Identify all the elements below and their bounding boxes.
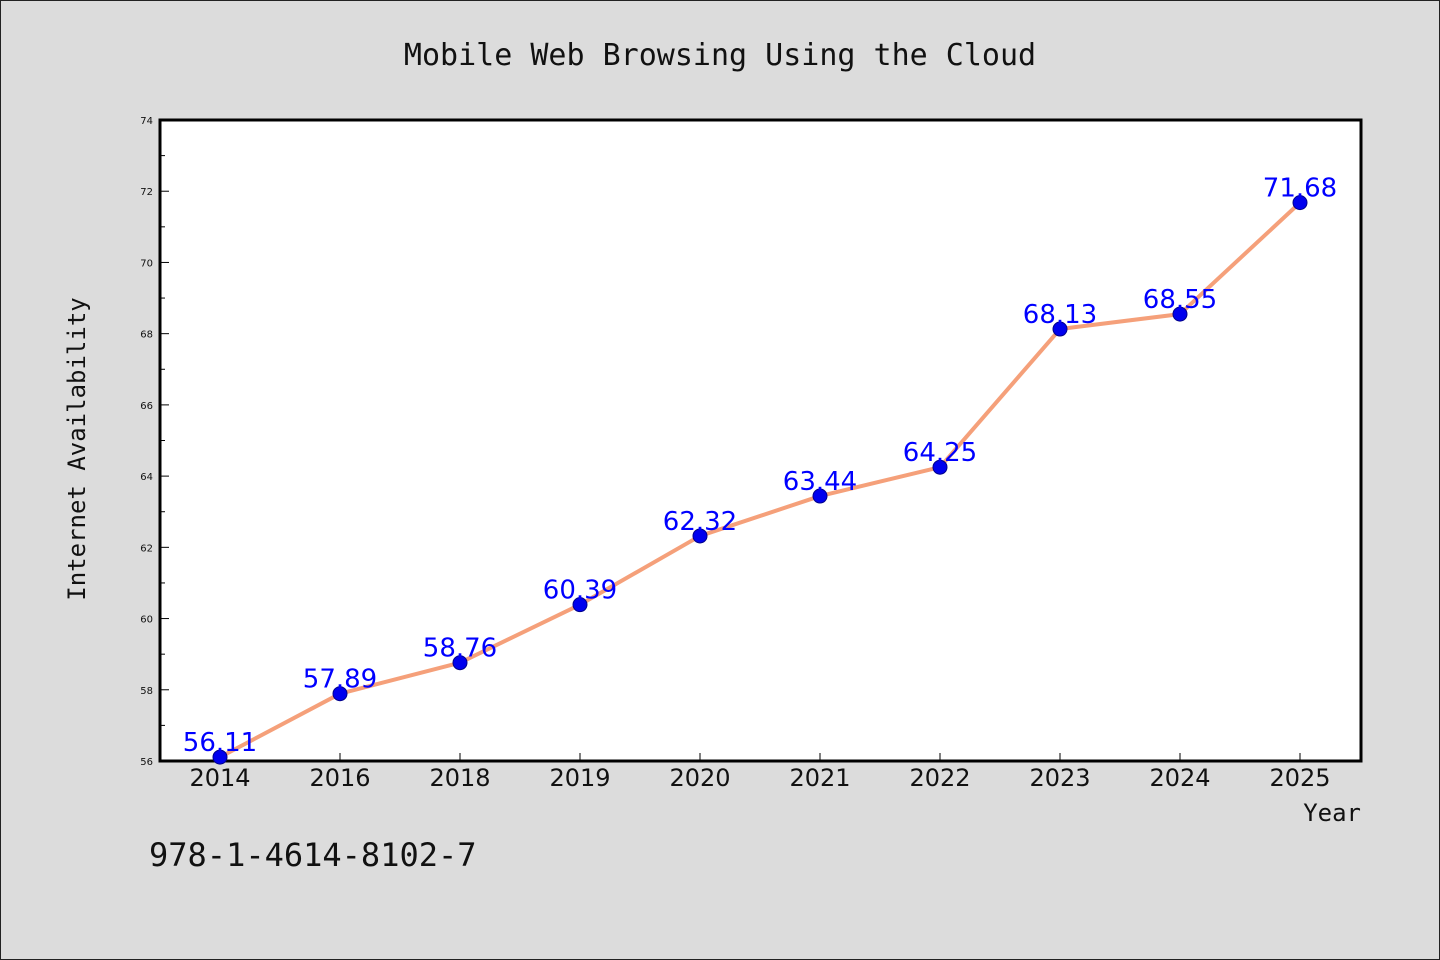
- data-point: [692, 528, 708, 544]
- y-tick-label: 56: [140, 757, 153, 768]
- y-axis: 56 58 60 62 64 66 68 70 72 74: [140, 116, 169, 768]
- y-tick-label: 68: [140, 330, 153, 341]
- y-tick-label: 60: [140, 615, 153, 626]
- x-tick-label: 2018: [429, 764, 490, 792]
- y-tick-label: 62: [140, 543, 153, 554]
- x-tick-label: 2021: [789, 764, 850, 792]
- data-label: 56.11: [183, 728, 257, 758]
- chart-title: Mobile Web Browsing Using the Cloud: [404, 38, 1036, 73]
- series-line: [219, 201, 1302, 759]
- y-tick-label: 66: [140, 401, 153, 412]
- x-tick-label: 2022: [909, 764, 970, 792]
- data-point: [1172, 306, 1188, 322]
- y-axis-title: Internet Availability: [63, 297, 91, 600]
- series-layer: [212, 195, 1308, 765]
- x-tick-label: 2019: [549, 764, 610, 792]
- y-tick-label: 74: [140, 116, 153, 127]
- x-tick-label: 2016: [309, 764, 370, 792]
- y-tick-label: 58: [140, 686, 153, 697]
- data-label: 58.76: [423, 634, 497, 664]
- y-tick-label: 64: [140, 472, 153, 483]
- plot-area: [158, 118, 1363, 763]
- data-point: [572, 597, 588, 613]
- data-label: 62.32: [663, 507, 737, 537]
- data-label: 63.44: [783, 467, 857, 497]
- data-point: [812, 488, 828, 504]
- data-label: 71.68: [1263, 174, 1337, 204]
- x-tick-label: 2024: [1149, 764, 1210, 792]
- x-tick-label: 2023: [1029, 764, 1090, 792]
- y-tick-label: 72: [140, 187, 153, 198]
- x-axis-title: Year: [1303, 799, 1361, 827]
- x-axis: 2014 2016 2018 2019 2020 2021 2022 2023 2024 2025: [189, 753, 1331, 792]
- data-point: [332, 686, 348, 702]
- y-tick-label: 70: [140, 258, 153, 269]
- data-label-layer: 56.11 57.89 58.76 60.39 62.32 63.44 64.25 68.13…: [183, 174, 1337, 758]
- data-label: 68.13: [1023, 300, 1097, 330]
- data-point: [452, 655, 468, 671]
- x-tick-label: 2014: [189, 764, 250, 792]
- x-tick-label: 2025: [1269, 764, 1330, 792]
- data-point: [1052, 321, 1068, 337]
- data-label: 64.25: [903, 438, 977, 468]
- data-point: [212, 749, 228, 765]
- data-label: 68.55: [1143, 285, 1217, 315]
- data-point: [932, 459, 948, 475]
- data-label: 60.39: [543, 576, 617, 606]
- x-tick-label: 2020: [669, 764, 730, 792]
- isbn-annotation: 978-1-4614-8102-7: [149, 836, 477, 874]
- data-label: 57.89: [303, 665, 377, 695]
- data-point: [1292, 195, 1308, 211]
